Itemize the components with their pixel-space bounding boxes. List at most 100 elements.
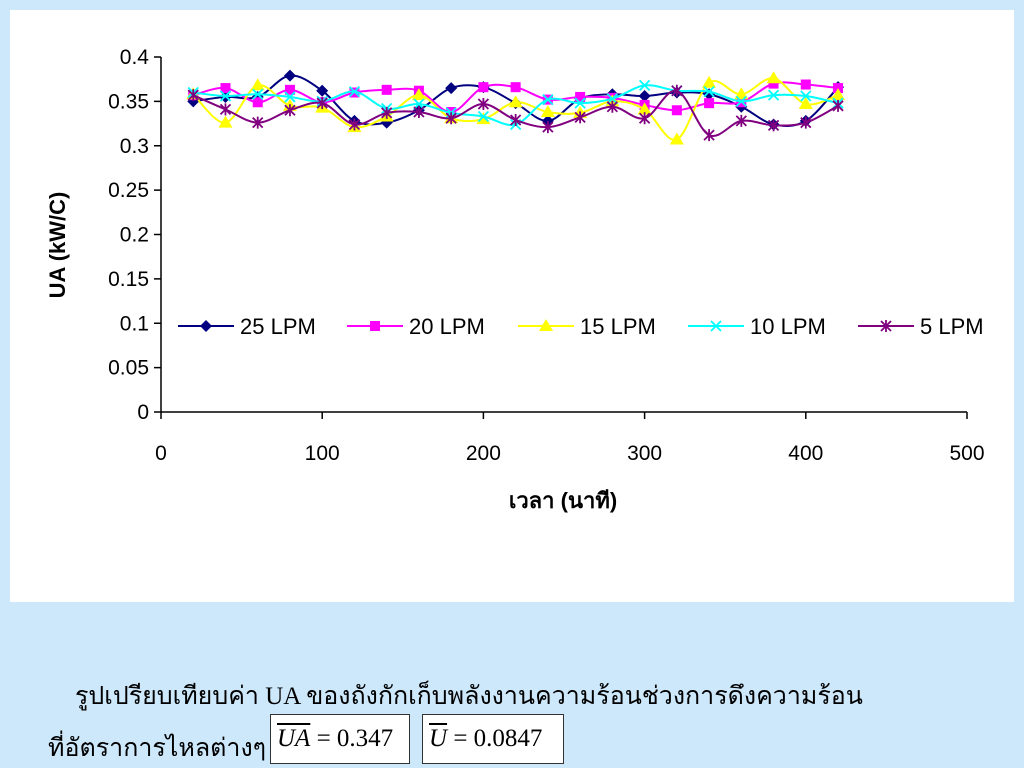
formula-u-symbol: U	[429, 725, 448, 752]
y-axis-ticks: 0 0.05 0.1 0.15 0.2 0.25 0.3 0.35 0.4	[108, 46, 161, 424]
data-point-10-lpm	[606, 93, 618, 105]
formula-u-value: = 0.0847	[453, 725, 543, 752]
data-point-5-lpm	[638, 112, 651, 125]
data-point-5-lpm	[542, 121, 554, 134]
series-5-lpm	[187, 84, 844, 142]
series-layer	[186, 69, 846, 145]
legend-label: 20 LPM	[409, 314, 485, 339]
data-point-5-lpm	[348, 118, 361, 131]
data-point-5-lpm	[219, 103, 232, 116]
data-point-15-lpm	[508, 95, 523, 108]
data-point-15-lpm	[766, 71, 781, 84]
legend-label: 10 LPM	[750, 314, 826, 339]
x-tick-label: 400	[788, 442, 823, 465]
x-tick-label: 200	[466, 442, 501, 465]
data-point-15-lpm	[218, 115, 233, 128]
data-point-25-lpm	[638, 90, 651, 103]
data-point-10-lpm	[348, 85, 361, 98]
legend-item-5-lpm: 5 LPM	[858, 314, 984, 339]
data-point-15-lpm	[734, 87, 749, 100]
data-point-25-lpm	[283, 69, 296, 82]
legend-label: 25 LPM	[240, 314, 316, 339]
data-point-5-lpm	[445, 112, 457, 125]
data-point-10-lpm	[703, 85, 715, 98]
data-point-15-lpm	[798, 97, 813, 110]
data-point-5-lpm	[284, 104, 296, 117]
legend-item-20-lpm: 20 LPM	[347, 314, 485, 339]
legend: 25 LPM 20 LPM 15 LPM 10 LPM 5 LPM	[178, 314, 984, 339]
data-point-20-lpm	[252, 97, 263, 108]
legend-item-10-lpm: 10 LPM	[688, 314, 826, 339]
legend-swatch-marker	[200, 320, 212, 332]
data-point-25-lpm	[445, 82, 458, 95]
data-point-10-lpm	[284, 91, 296, 103]
y-axis-title: UA (kW/C)	[45, 192, 70, 299]
data-point-20-lpm	[800, 79, 811, 90]
y-tick-label: 0	[137, 401, 149, 424]
data-point-10-lpm	[638, 79, 651, 92]
formula-ua-symbol: UA	[277, 725, 311, 752]
ua-line-chart: 0 0.05 0.1 0.15 0.2 0.25 0.3 0.35 0.4 0 100 200 300…	[45, 46, 985, 513]
x-tick-label: 300	[627, 442, 662, 465]
y-tick-label: 0.05	[108, 357, 149, 380]
data-point-20-lpm	[284, 84, 295, 95]
data-point-10-lpm	[735, 95, 747, 108]
y-tick-label: 0.1	[120, 312, 149, 335]
y-tick-label: 0.2	[120, 224, 149, 247]
data-point-5-lpm	[671, 84, 683, 97]
legend-item-15-lpm: 15 LPM	[518, 314, 656, 339]
caption-line-1: รูปเปรียบเทียบค่า UA ของถังกักเก็บพลังงา…	[75, 683, 863, 710]
data-point-15-lpm	[831, 88, 846, 101]
data-point-5-lpm	[832, 99, 844, 112]
data-point-15-lpm	[250, 78, 265, 91]
legend-label: 5 LPM	[920, 314, 984, 339]
data-point-25-lpm	[316, 84, 329, 97]
data-point-5-lpm	[381, 106, 393, 119]
x-axis-ticks: 0 100 200 300 400 500	[155, 412, 985, 465]
data-point-5-lpm	[703, 129, 715, 142]
formula-u-average: U = 0.0847	[422, 714, 564, 764]
legend-swatch-marker	[880, 320, 892, 332]
data-point-10-lpm	[767, 89, 780, 101]
legend-label: 15 LPM	[580, 314, 656, 339]
data-point-5-lpm	[187, 89, 199, 102]
data-point-5-lpm	[477, 98, 490, 111]
data-point-5-lpm	[574, 111, 586, 124]
legend-swatch-marker	[370, 321, 380, 331]
data-point-15-lpm	[702, 75, 717, 88]
data-point-15-lpm	[637, 102, 652, 115]
formula-ua-average: UA = 0.347	[270, 714, 410, 764]
data-point-5-lpm	[606, 100, 618, 113]
legend-swatch-marker	[539, 319, 553, 331]
data-point-10-lpm	[413, 98, 425, 110]
x-tick-label: 0	[155, 442, 167, 465]
data-point-15-lpm	[669, 132, 684, 145]
data-point-5-lpm	[252, 116, 264, 129]
data-point-20-lpm	[381, 84, 392, 95]
data-point-5-lpm	[735, 114, 747, 127]
data-point-15-lpm	[540, 105, 555, 118]
caption-line-2: ที่อัตราการไหลต่างๆ	[48, 735, 267, 762]
legend-item-25-lpm: 25 LPM	[178, 314, 316, 339]
data-point-20-lpm	[510, 82, 521, 93]
data-point-5-lpm	[316, 97, 328, 110]
data-point-20-lpm	[833, 83, 844, 94]
data-point-10-lpm	[800, 90, 812, 102]
legend-swatch-marker	[710, 320, 722, 332]
data-point-10-lpm	[252, 88, 264, 100]
data-point-20-lpm	[220, 83, 231, 94]
formula-ua-value: = 0.347	[316, 725, 394, 752]
data-point-20-lpm	[768, 78, 779, 89]
data-point-20-lpm	[575, 91, 586, 102]
data-point-15-lpm	[411, 88, 426, 101]
y-tick-label: 0.15	[108, 268, 149, 291]
data-point-10-lpm	[574, 97, 586, 109]
y-tick-label: 0.4	[120, 46, 150, 69]
y-tick-label: 0.35	[108, 90, 149, 113]
data-point-10-lpm	[477, 110, 490, 123]
data-point-5-lpm	[800, 116, 812, 129]
y-tick-label: 0.3	[120, 135, 149, 158]
x-tick-label: 100	[305, 442, 340, 465]
chart-panel: 0 0.05 0.1 0.15 0.2 0.25 0.3 0.35 0.4 0 100 200 300…	[10, 10, 1014, 602]
data-point-10-lpm	[219, 90, 232, 102]
